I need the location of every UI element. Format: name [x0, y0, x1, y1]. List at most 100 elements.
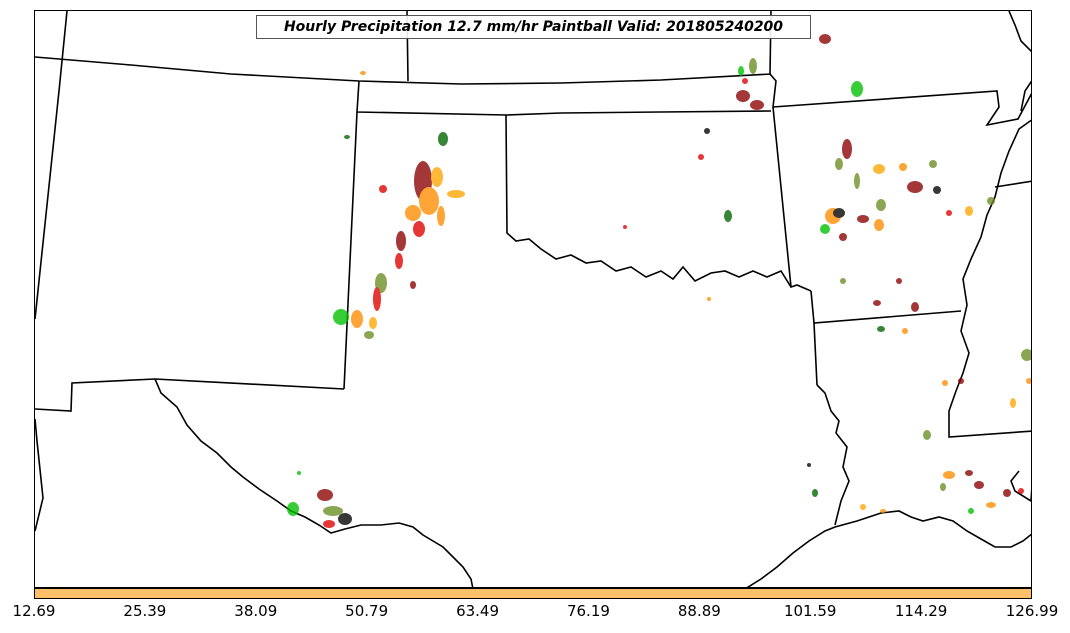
border-ne-river — [1008, 11, 1031, 53]
precip-blob — [724, 210, 732, 222]
border-az-west — [35, 418, 44, 532]
precip-blob — [907, 181, 923, 193]
colorbar-tick-label: 126.99 — [1005, 602, 1059, 620]
precip-blob — [857, 215, 869, 223]
precip-blob — [738, 66, 744, 76]
coastline-east — [1010, 470, 1031, 502]
border-ok-tx — [505, 114, 812, 292]
map-canvas — [35, 11, 1031, 587]
precipitation-blobs — [287, 34, 1031, 528]
precip-blob — [369, 317, 377, 329]
border-mississippi — [948, 119, 1031, 438]
precip-blob — [419, 187, 439, 215]
border-ks-mo — [769, 73, 792, 288]
precip-blob — [958, 378, 964, 384]
precip-blob — [749, 58, 757, 74]
colorbar-tick-label: 50.79 — [345, 602, 389, 620]
precip-blob — [873, 300, 881, 306]
precip-blob — [854, 173, 860, 189]
colorbar-tick-label: 25.39 — [123, 602, 167, 620]
precip-blob — [405, 205, 421, 221]
border-nm-south — [35, 378, 345, 412]
precip-blob — [923, 430, 931, 440]
precip-blob — [860, 504, 866, 510]
colorbar-tick-label: 76.19 — [566, 602, 610, 620]
precip-blob — [902, 328, 908, 334]
precip-blob — [707, 297, 711, 301]
colorbar-tick-label: 63.49 — [456, 602, 500, 620]
border-wy-ut — [35, 11, 68, 320]
precip-blob — [395, 253, 403, 269]
precip-blob — [933, 186, 941, 194]
border-ia-river — [1020, 80, 1031, 112]
precip-blob — [323, 506, 343, 516]
precip-blob — [410, 281, 416, 289]
precip-blob — [364, 331, 374, 339]
precip-blob — [833, 208, 845, 218]
precip-blob — [807, 463, 811, 467]
border-ms-tn — [994, 180, 1031, 188]
border-nm-north — [356, 80, 507, 116]
precip-blob — [899, 163, 907, 171]
precip-blob — [851, 81, 863, 97]
precip-blob — [1026, 378, 1031, 384]
colorbar — [34, 588, 1032, 599]
colorbar-tick-label: 38.09 — [234, 602, 278, 620]
map-title: Hourly Precipitation 12.7 mm/hr Paintbal… — [256, 15, 811, 39]
precip-blob — [373, 287, 381, 311]
border-nm-west — [343, 111, 358, 390]
colorbar-tick-label: 88.89 — [677, 602, 721, 620]
precip-blob — [974, 481, 984, 489]
precip-blob — [431, 167, 443, 187]
precip-blob — [297, 471, 301, 475]
precip-blob — [1018, 488, 1024, 494]
precip-blob — [840, 278, 846, 284]
colorbar-tick-label: 12.69 — [12, 602, 56, 620]
precip-blob — [698, 154, 704, 160]
precip-blob — [896, 278, 902, 284]
precip-blob — [876, 199, 886, 211]
border-ar-la — [813, 322, 818, 386]
state-borders — [35, 11, 1031, 587]
precip-blob — [943, 471, 955, 479]
border-ks-ok — [505, 110, 772, 116]
colorbar-tick-label: 101.59 — [783, 602, 837, 620]
precip-blob — [812, 489, 818, 497]
precip-blob — [965, 470, 973, 476]
border-ar-north — [810, 290, 962, 324]
precip-blob — [911, 302, 919, 312]
precip-blob — [842, 139, 852, 159]
precip-blob — [874, 219, 884, 231]
border-tx-la — [816, 384, 850, 526]
precip-blob — [750, 100, 764, 110]
precip-blob — [880, 509, 886, 513]
precip-blob — [438, 132, 448, 146]
precip-blob — [333, 309, 349, 325]
precip-blob — [986, 502, 996, 508]
map-frame — [34, 10, 1032, 588]
precip-blob — [437, 206, 445, 226]
precip-blob — [1003, 489, 1011, 497]
precip-blob — [742, 78, 748, 84]
precip-blob — [940, 483, 946, 491]
precip-blob — [835, 158, 843, 170]
precip-blob — [323, 520, 335, 528]
precip-blob — [839, 233, 847, 241]
precip-blob — [623, 225, 627, 229]
precip-blob — [704, 128, 710, 134]
precip-blob — [396, 231, 406, 251]
precip-blob — [820, 224, 830, 234]
precip-blob — [965, 206, 973, 216]
colorbar-tick-label: 114.29 — [894, 602, 948, 620]
precip-blob — [351, 310, 363, 328]
precip-blob — [968, 508, 974, 514]
precip-blob — [946, 210, 952, 216]
precip-blob — [360, 71, 366, 75]
precip-blob — [1010, 398, 1016, 408]
precip-blob — [317, 489, 333, 501]
precip-blob — [929, 160, 937, 168]
precip-blob — [1021, 349, 1031, 361]
precip-blob — [447, 190, 465, 198]
precip-blob — [987, 197, 995, 205]
precip-blob — [819, 34, 831, 44]
